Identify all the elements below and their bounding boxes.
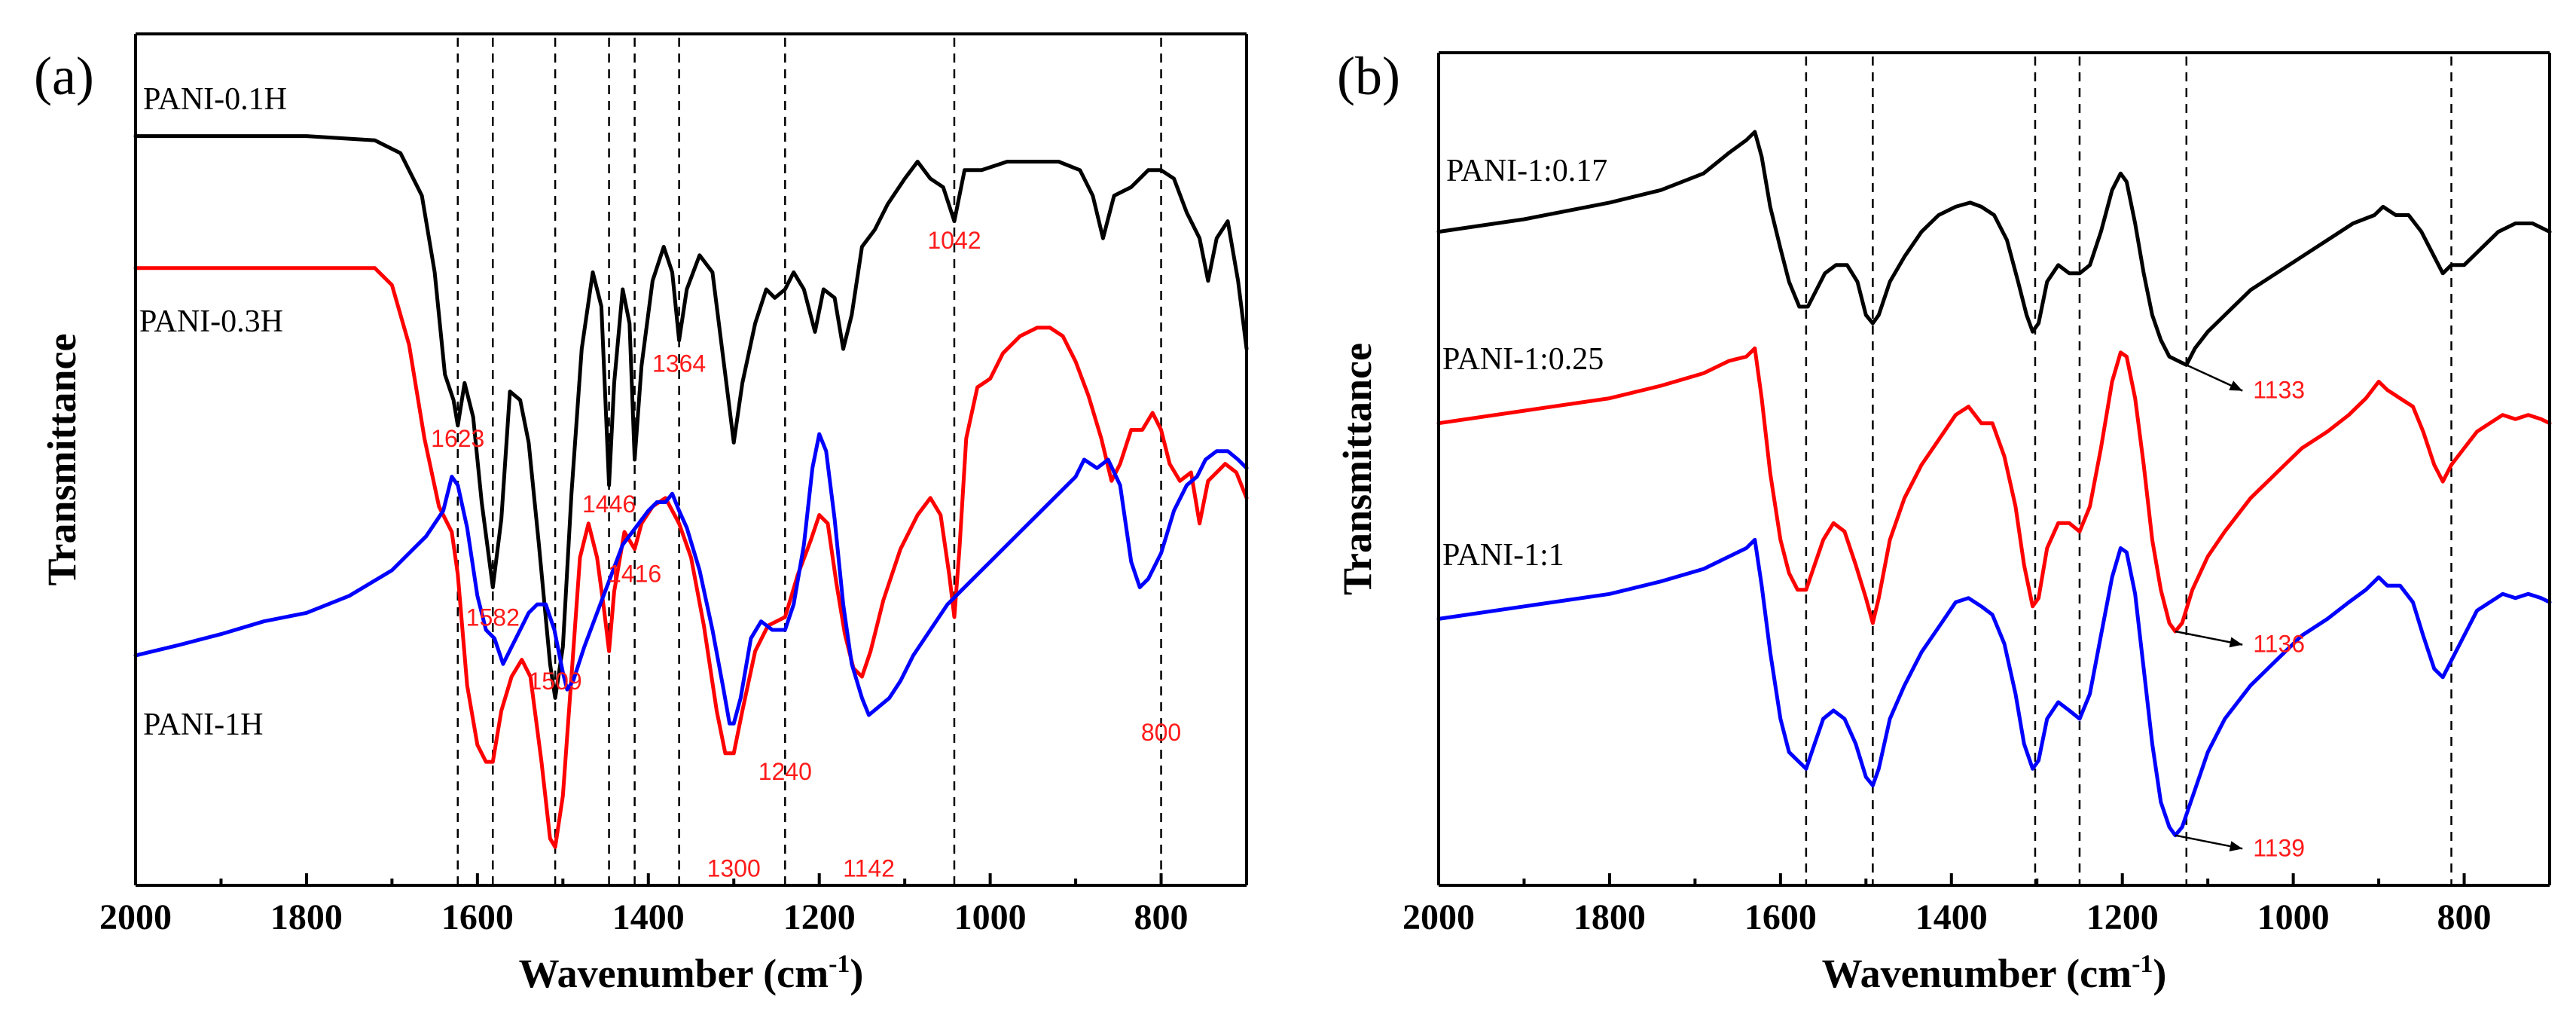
spectrum-line — [1436, 346, 2552, 634]
peak-label: 1300 — [707, 855, 761, 882]
x-tick-label: 1000 — [2257, 897, 2330, 937]
annotation-arrowhead — [2229, 637, 2243, 648]
peak-label: 1446 — [582, 491, 636, 518]
x-tick-label: 1800 — [270, 897, 343, 937]
spectrum-line — [133, 432, 1249, 726]
peak-label: 1136 — [2253, 631, 2305, 658]
x-tick-label: 800 — [1134, 897, 1189, 937]
x-tick-label: 1000 — [954, 897, 1027, 937]
x-axis-title: Wavenumber (cm-1) — [519, 950, 864, 996]
series-label: PANI-1:1 — [1442, 538, 1564, 573]
panel-label: (a) — [34, 46, 94, 106]
x-tick-label: 1400 — [1915, 897, 1988, 937]
annotation-arrowhead — [2229, 841, 2243, 851]
series-label: PANI-1:0.17 — [1446, 154, 1607, 188]
annotation-arrowhead — [2229, 380, 2243, 391]
x-tick-label: 1200 — [2086, 897, 2159, 937]
x-tick-label: 1800 — [1573, 897, 1646, 937]
y-axis-title: Transmittance — [39, 334, 84, 586]
peak-label: 1042 — [927, 227, 981, 254]
x-axis-title: Wavenumber (cm-1) — [1822, 950, 2167, 996]
x-tick-label: 2000 — [1402, 897, 1475, 937]
spectrum-line — [133, 266, 1249, 849]
spectrum-line — [133, 134, 1249, 700]
peak-label: 1133 — [2253, 377, 2305, 404]
spectrum-line — [1436, 130, 2552, 367]
peak-label: 1582 — [466, 604, 520, 631]
y-axis-title: Transmittance — [1335, 343, 1380, 595]
series-label: PANI-1H — [143, 708, 263, 742]
series-label: PANI-0.1H — [143, 82, 287, 117]
peak-label: 1139 — [2253, 834, 2305, 861]
peak-label: 1416 — [608, 561, 661, 588]
x-tick-label: 1200 — [783, 897, 856, 937]
x-tick-label: 800 — [2437, 897, 2492, 937]
series-label: PANI-0.3H — [139, 304, 283, 339]
x-tick-label: 1400 — [612, 897, 685, 937]
x-tick-label: 2000 — [99, 897, 172, 937]
peak-label: 1509 — [529, 668, 582, 695]
peak-label: 1364 — [652, 350, 706, 377]
spectrum-line — [1436, 537, 2552, 838]
x-tick-label: 1600 — [1744, 897, 1817, 937]
panel-label: (b) — [1337, 46, 1400, 106]
peak-label: 1623 — [431, 425, 484, 452]
panel-b: (b) PANI-1:0.17 PANI-1:0.25 PANI-1:1 1133 113… — [1335, 46, 2552, 996]
x-tick-label: 1600 — [441, 897, 514, 937]
series-label: PANI-1:0.25 — [1442, 342, 1604, 377]
peak-label: 1240 — [758, 758, 812, 785]
panel-a: (a) PANI-0.1H PANI-0.3H PANI-1H 1623 1582 1509… — [34, 32, 1249, 996]
peak-label: 1142 — [843, 855, 895, 882]
peak-label: 800 — [1141, 719, 1181, 746]
